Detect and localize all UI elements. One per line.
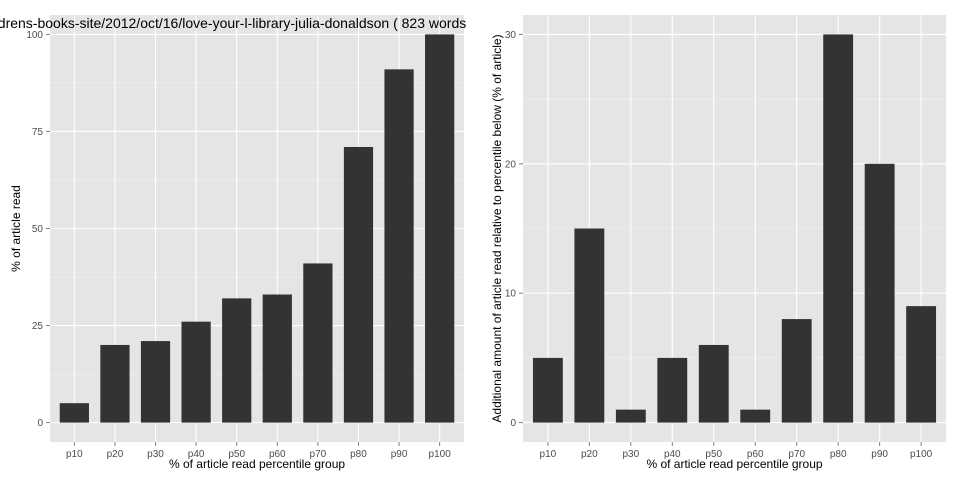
bar-p80 xyxy=(823,34,854,423)
bar-p70 xyxy=(303,263,333,423)
y-tick-label: 75 xyxy=(32,127,44,138)
bar-p90 xyxy=(384,69,414,423)
bar-p100 xyxy=(906,306,937,423)
chart-left-y-axis-title: % of article read xyxy=(9,185,23,272)
bar-p60 xyxy=(262,294,292,423)
chart-right-x-axis: p10 p20 p30 p40 p50 p60 p70 p80 p90 p100 xyxy=(540,442,933,460)
y-tick-label: 20 xyxy=(505,159,517,170)
bar-p40 xyxy=(657,357,688,423)
x-tick-label: p40 xyxy=(188,449,205,460)
chart-right-bars xyxy=(532,34,937,423)
bar-p50 xyxy=(222,298,252,423)
bar-p70 xyxy=(781,319,812,423)
y-tick-label: 100 xyxy=(26,30,43,41)
bar-p30 xyxy=(615,409,646,423)
x-tick-label: p40 xyxy=(664,449,681,460)
chart-left-x-axis-title: % of article read percentile group xyxy=(169,457,345,471)
x-tick-label: p10 xyxy=(540,449,557,460)
x-tick-label: p100 xyxy=(910,449,933,460)
y-tick-label: 0 xyxy=(510,418,516,429)
x-tick-label: p20 xyxy=(581,449,598,460)
chart-left-bars xyxy=(59,34,455,423)
bar-p20 xyxy=(100,344,130,423)
x-tick-label: p70 xyxy=(788,449,805,460)
chart-left-x-axis: p10 p20 p30 p40 p50 p60 p70 p80 p90 p100 xyxy=(66,442,451,460)
bar-p80 xyxy=(343,146,374,423)
bar-p10 xyxy=(532,357,563,423)
x-tick-label: p90 xyxy=(391,449,408,460)
chart-right-x-axis-title: % of article read percentile group xyxy=(646,457,822,471)
bar-p100 xyxy=(425,34,455,423)
y-tick-label: 30 xyxy=(505,30,517,41)
x-tick-label: p90 xyxy=(871,449,888,460)
x-tick-label: p30 xyxy=(147,449,164,460)
x-tick-label: p50 xyxy=(705,449,722,460)
x-tick-label: p10 xyxy=(66,449,83,460)
chart-right-y-axis-title: Additional amount of article read relati… xyxy=(490,34,504,422)
x-tick-label: p30 xyxy=(622,449,639,460)
bar-p90 xyxy=(864,163,895,423)
x-tick-label: p60 xyxy=(269,449,286,460)
y-tick-label: 0 xyxy=(37,418,43,429)
y-tick-label: 50 xyxy=(32,224,44,235)
y-tick-label: 25 xyxy=(32,321,44,332)
bar-p10 xyxy=(59,403,89,423)
bar-p50 xyxy=(698,344,729,423)
bar-p40 xyxy=(181,321,211,423)
chart-left-y-axis: 0 25 50 75 100 xyxy=(26,30,50,429)
x-tick-label: p80 xyxy=(350,449,367,460)
bar-p20 xyxy=(574,228,605,423)
chart-right-y-axis: 0 10 20 30 xyxy=(505,30,523,429)
y-tick-label: 10 xyxy=(505,289,517,300)
chart-left-title: drens-books-site/2012/oct/16/love-your-l… xyxy=(0,15,466,31)
x-tick-label: p60 xyxy=(747,449,764,460)
x-tick-label: p70 xyxy=(310,449,327,460)
x-tick-label: p50 xyxy=(228,449,245,460)
bar-p30 xyxy=(140,341,171,423)
bar-p60 xyxy=(740,409,771,423)
x-tick-label: p80 xyxy=(830,449,847,460)
x-tick-label: p20 xyxy=(107,449,124,460)
x-tick-label: p100 xyxy=(429,449,452,460)
